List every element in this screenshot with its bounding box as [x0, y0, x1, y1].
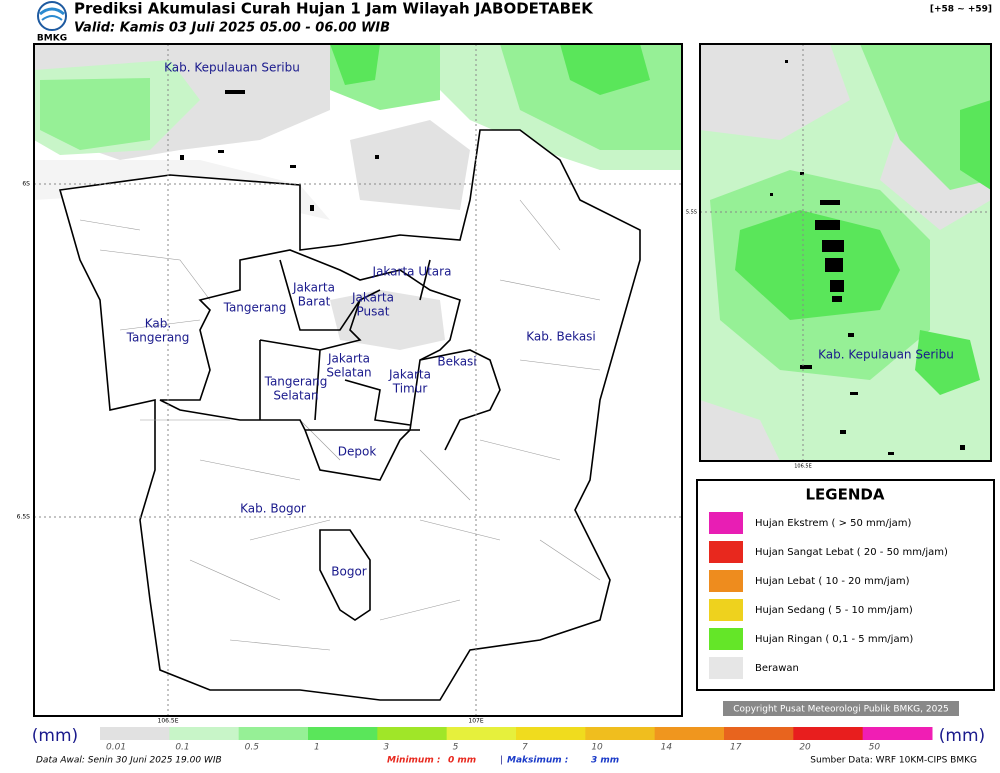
colorbar-label: 10 [591, 743, 603, 753]
separator: | [500, 756, 503, 766]
legend-label: Hujan Ekstrem ( > 50 mm/jam) [755, 518, 912, 529]
min-value: 0 mm [448, 756, 476, 766]
colorbar-segment [446, 727, 517, 740]
max-value: 3 mm [591, 756, 619, 766]
legend-label: Berawan [755, 663, 799, 674]
colorbar-label: 3 [383, 743, 389, 753]
colorbar-segment [654, 727, 725, 740]
region-label: Bekasi [437, 355, 476, 369]
colorbar-segment [100, 727, 170, 740]
legend-swatch [709, 599, 743, 621]
colorbar-label: 0.01 [106, 743, 126, 753]
colorbar-label: 0.5 [245, 743, 260, 753]
unit-label: (mm) [939, 726, 985, 746]
legend-label: Hujan Sangat Lebat ( 20 - 50 mm/jam) [755, 547, 948, 558]
region-label: Jakarta Utara [372, 265, 452, 279]
inset-frame [699, 43, 992, 462]
legend-items: Hujan Ekstrem ( > 50 mm/jam) Hujan Sangat… [709, 512, 948, 679]
region-label: Kab. Kepulauan Seribu [164, 61, 300, 75]
legend-label: Hujan Lebat ( 10 - 20 mm/jam) [755, 576, 910, 587]
inset-map [700, 44, 991, 461]
lat-label: 6.5S [17, 514, 31, 521]
legend-label: Hujan Ringan ( 0,1 - 5 mm/jam) [755, 634, 913, 645]
region-label: Selatan [326, 366, 371, 380]
title: Prediksi Akumulasi Curah Hujan 1 Jam Wil… [74, 0, 594, 18]
region-label: Depok [338, 445, 377, 459]
colorbar-segment [238, 727, 309, 740]
subtitle: Valid: Kamis 03 Juli 2025 05.00 - 06.00 … [74, 21, 390, 36]
region-label: Tangerang [264, 375, 328, 389]
legend-swatch [709, 570, 743, 592]
colorbar-segment [724, 727, 794, 740]
region-label: Jakarta [292, 281, 335, 295]
region-label: Bogor [331, 565, 367, 579]
region-label: Tangerang [126, 331, 190, 345]
lat-label: 5.5S [686, 210, 697, 216]
lat-label: 6S [22, 181, 30, 188]
region-label: Barat [298, 295, 331, 309]
legend-swatch [709, 628, 743, 650]
islands [180, 90, 379, 211]
colorbar-label: 14 [661, 743, 673, 753]
colorbar-segment [516, 727, 586, 740]
legend-swatch [709, 512, 743, 534]
colorbar-segment [585, 727, 656, 740]
region-label: Kab. Bekasi [526, 330, 596, 344]
region-label: Selatan [273, 389, 318, 403]
region-label: Kab. [145, 317, 171, 331]
source: Sumber Data: WRF 10KM-CIPS BMKG [810, 756, 977, 766]
logo: BMKG [37, 1, 67, 44]
region-label: Kab. Kepulauan Seribu [818, 348, 954, 362]
colorbar-label: 0.1 [175, 743, 189, 753]
data-awal: Data Awal: Senin 30 Juni 2025 19.00 WIB [36, 756, 222, 766]
run-offset: [+58 ~ +59] [930, 5, 992, 15]
colorbar-label: 7 [522, 743, 528, 753]
legend-swatch [709, 657, 743, 679]
unit-label: (mm) [32, 726, 78, 746]
colorbar-label: 5 [453, 743, 459, 753]
max-label: Maksimum : [507, 756, 568, 766]
copyright-box [723, 701, 959, 716]
colorbar-label: 50 [869, 743, 881, 753]
region-label: Tangerang [223, 301, 287, 315]
colorbar-segment [169, 727, 240, 740]
copyright: Copyright Pusat Meteorologi Publik BMKG,… [733, 705, 949, 715]
colorbar-label: 17 [730, 743, 742, 753]
colorbar: 0.01 0.1 0.5 1 3 5 7 10 14 17 20 50 [100, 727, 933, 753]
legend-label: Hujan Sedang ( 5 - 10 mm/jam) [755, 605, 913, 616]
legend-box [696, 479, 995, 691]
region-label: Jakarta [327, 352, 370, 366]
colorbar-segment [377, 727, 448, 740]
colorbar-label: 20 [799, 743, 811, 753]
region-label: Timur [392, 382, 428, 396]
region-labels: Kab. Kepulauan Seribu Jakarta Utara Jakart… [126, 61, 596, 579]
logo-text: BMKG [37, 34, 67, 44]
colorbar-segment [308, 727, 378, 740]
main-map [34, 44, 682, 716]
region-label: Pusat [357, 305, 390, 319]
region-label: Jakarta [388, 368, 431, 382]
lon-label: 107E [468, 718, 483, 725]
colorbar-segment [793, 727, 864, 740]
colorbar-segment [862, 727, 933, 740]
min-label: Minimum : [387, 756, 440, 766]
region-label: Jakarta [351, 291, 394, 305]
main-map-frame [33, 43, 683, 717]
lon-label: 106.5E [158, 718, 179, 725]
legend-swatch [709, 541, 743, 563]
lon-label: 106.5E [794, 464, 811, 470]
region-label: Kab. Bogor [240, 502, 306, 516]
colorbar-label: 1 [314, 743, 320, 753]
legend-title: LEGENDA [806, 486, 885, 504]
